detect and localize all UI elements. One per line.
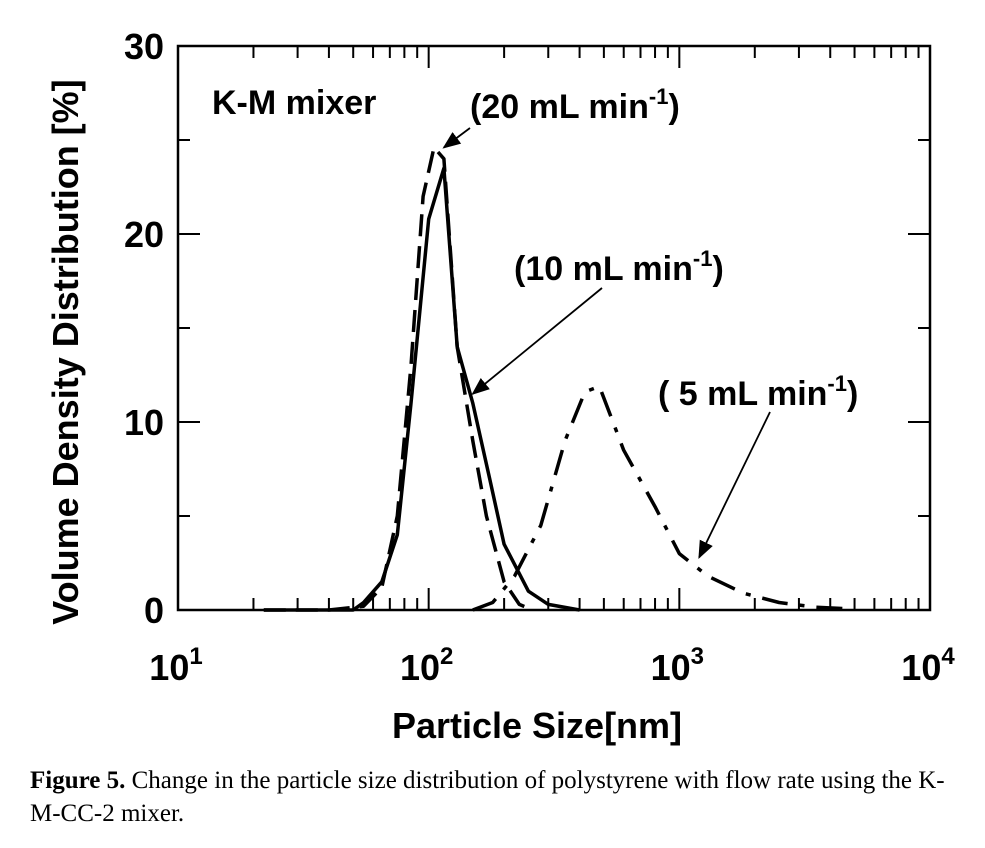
y-tick-label: 0 — [144, 590, 164, 631]
annotation-2: (10 mL min-1) — [514, 246, 724, 288]
x-tick-label: 103 — [651, 643, 704, 688]
y-tick-label: 10 — [124, 402, 164, 443]
x-axis-title: Particle Size[nm] — [392, 705, 682, 746]
y-tick-label: 20 — [124, 214, 164, 255]
x-tick-label: 104 — [901, 643, 955, 688]
axis-ticks — [178, 46, 930, 610]
x-tick-labels: 101 102 103 104 — [149, 643, 955, 688]
series-line-2 — [263, 166, 580, 612]
figure-caption: Figure 5. Change in the particle size di… — [30, 764, 970, 830]
y-tick-label: 30 — [124, 26, 164, 67]
y-tick-labels: 0 10 20 30 — [124, 26, 164, 631]
annotation-arrow-3 — [698, 411, 771, 559]
chart: 0 10 20 30 101 102 103 104 (20 mL min-1) (10 mL… — [45, 26, 955, 746]
series-layer — [263, 145, 855, 612]
series-line-3 — [472, 384, 855, 612]
annotation-arrow-1 — [442, 127, 471, 149]
annotation-1: (20 mL min-1) — [470, 84, 680, 126]
y-axis-title: Volume Density Distribution [%] — [45, 79, 86, 624]
inset-label: K-M mixer — [212, 84, 376, 122]
caption-text: Change in the particle size distribution… — [30, 767, 945, 827]
x-tick-label: 101 — [149, 643, 202, 688]
annotation-arrow-2 — [471, 287, 603, 395]
caption-label: Figure 5. — [30, 767, 126, 794]
annotation-3: ( 5 mL min-1) — [658, 371, 858, 413]
series-line-1 — [263, 145, 534, 612]
annotation-layer: (20 mL min-1) (10 mL min-1) ( 5 mL min-1) — [442, 84, 858, 559]
x-tick-label: 102 — [400, 643, 453, 688]
